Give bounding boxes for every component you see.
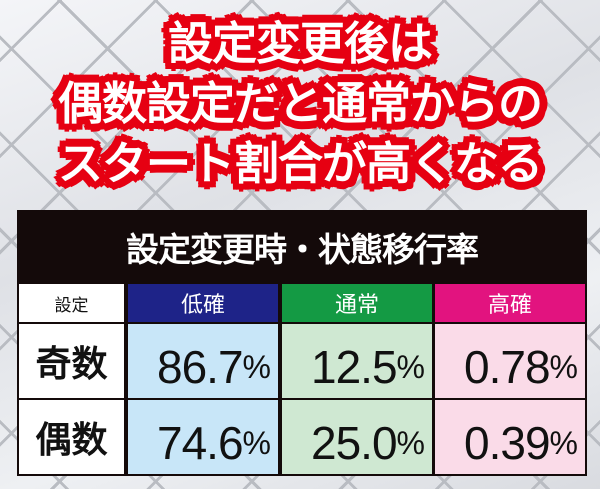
percent-unit: %	[242, 424, 271, 461]
table-title: 設定変更時・状態移行率	[126, 229, 479, 269]
value-number: 25.0	[311, 417, 398, 469]
value-number: 12.5	[311, 341, 398, 393]
transition-rate-table: 設定変更時・状態移行率 設定 低確 通常 高確 奇数 86.7% 12.5% 0.78% 偶数…	[17, 210, 587, 476]
value-number: 0.78	[464, 341, 551, 393]
value-cell: 74.6%	[128, 400, 278, 474]
percent-unit: %	[242, 348, 271, 385]
percent-unit: %	[396, 348, 425, 385]
value-number: 0.39	[464, 417, 551, 469]
headline-line-1: 設定変更後は	[167, 17, 433, 70]
value-cell: 86.7%	[128, 324, 278, 398]
row-label-1: 奇数	[19, 324, 124, 398]
value-cell: 0.39%	[435, 400, 585, 474]
value-cell: 0.78%	[435, 324, 585, 398]
corner-header: 設定	[19, 284, 124, 322]
column-header-1: 低確	[128, 284, 278, 322]
row-label-2: 偶数	[19, 400, 124, 474]
percent-unit: %	[549, 348, 578, 385]
headline-line-3: スタート割合が高くなる	[57, 137, 543, 190]
value-number: 74.6	[157, 417, 244, 469]
headline-line-2: 偶数設定だと通常からの	[57, 77, 543, 130]
value-cell: 12.5%	[282, 324, 432, 398]
percent-unit: %	[396, 424, 425, 461]
column-header-2: 通常	[282, 284, 432, 322]
value-cell: 25.0%	[282, 400, 432, 474]
value-number: 86.7	[157, 341, 244, 393]
column-header-3: 高確	[435, 284, 585, 322]
headline: 設定変更後は 偶数設定だと通常からの スタート割合が高くなる	[0, 14, 600, 194]
percent-unit: %	[549, 424, 578, 461]
